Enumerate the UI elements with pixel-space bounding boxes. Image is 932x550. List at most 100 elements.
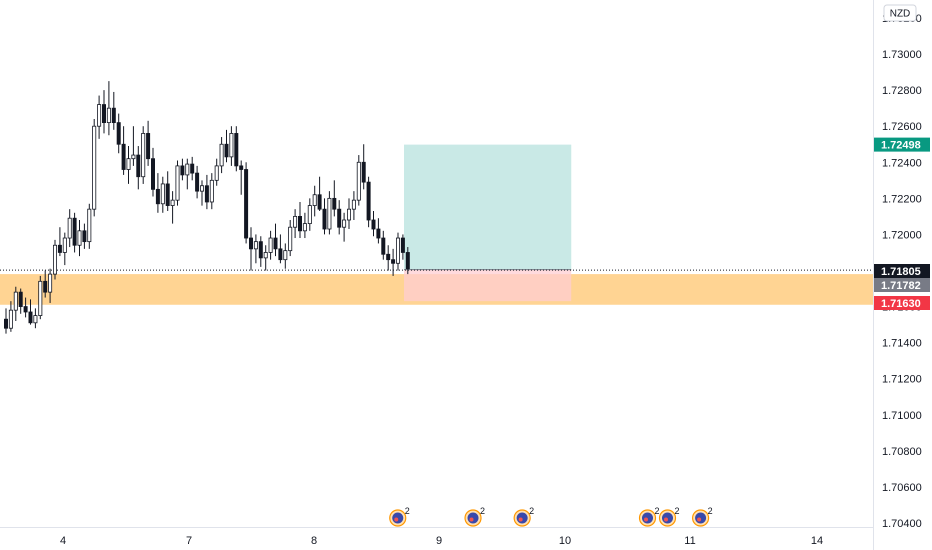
event-marker[interactable]: 2 xyxy=(658,506,680,527)
take-profit-zone[interactable] xyxy=(404,144,572,270)
currency-badge[interactable]: NZD xyxy=(883,4,917,22)
candle xyxy=(391,248,396,276)
price-tag-label: 1.71782 xyxy=(881,280,921,292)
candle-body xyxy=(131,154,136,160)
candle xyxy=(136,146,141,190)
event-marker[interactable]: 2 xyxy=(638,506,660,527)
candle-body xyxy=(317,194,322,210)
candle-body xyxy=(307,205,312,225)
event-marker[interactable]: 2 xyxy=(513,506,534,527)
candle xyxy=(293,209,298,239)
candle xyxy=(8,301,13,332)
candle-body xyxy=(67,217,72,239)
time-tick-label: 4 xyxy=(60,535,66,547)
event-flag-dot xyxy=(664,517,668,522)
price-tick-label: 1.72400 xyxy=(882,157,922,169)
candle xyxy=(351,191,356,220)
candle xyxy=(209,173,214,210)
candle-body xyxy=(195,172,200,192)
candle-body xyxy=(146,133,151,160)
candle-body xyxy=(312,194,317,206)
candle xyxy=(307,198,312,231)
candle xyxy=(288,220,293,257)
price-tick-label: 1.70400 xyxy=(882,518,922,530)
candle xyxy=(4,308,9,334)
candle-body xyxy=(288,226,293,252)
stop-loss-zone[interactable] xyxy=(404,269,572,302)
candle xyxy=(248,227,253,271)
candle xyxy=(97,95,102,139)
candle xyxy=(155,173,160,213)
candle-body xyxy=(224,143,229,158)
candle-body xyxy=(106,107,111,124)
candle xyxy=(332,180,337,217)
candle xyxy=(302,212,307,239)
candle-body xyxy=(386,253,391,261)
candle xyxy=(102,90,107,134)
event-count: 2 xyxy=(405,506,410,516)
event-marker[interactable]: 2 xyxy=(464,506,485,527)
time-tick-label: 11 xyxy=(684,535,695,547)
candle-body xyxy=(18,291,23,307)
candle-body xyxy=(33,315,38,324)
candle xyxy=(92,119,97,217)
event-marker[interactable]: 2 xyxy=(389,506,410,527)
time-tick-label: 8 xyxy=(311,535,317,547)
candle-body xyxy=(239,165,244,170)
candle-body xyxy=(180,165,185,176)
candle-body xyxy=(302,223,307,232)
candle xyxy=(116,113,121,154)
candle xyxy=(53,239,58,280)
candle-body xyxy=(346,208,351,221)
candle-body xyxy=(62,237,67,253)
candle xyxy=(111,91,116,130)
time-axis[interactable]: 4 7 8 9 10 11 14 xyxy=(60,535,823,547)
price-axis[interactable]: 1.70400 1.70600 1.70800 1.71000 1.71200 1.714… xyxy=(882,13,922,530)
candle-body xyxy=(229,133,234,158)
candle xyxy=(317,176,322,211)
candle xyxy=(165,171,170,211)
candle xyxy=(356,155,361,206)
candle-body xyxy=(204,185,209,203)
candle-body xyxy=(253,241,258,250)
candle xyxy=(234,126,239,172)
candle xyxy=(327,191,332,235)
candle xyxy=(239,160,244,195)
event-marker[interactable]: 2 xyxy=(691,506,713,527)
candle-body xyxy=(141,133,146,178)
candle xyxy=(175,160,180,206)
candle-body xyxy=(405,252,410,270)
candle-body xyxy=(111,107,116,124)
candle-body xyxy=(297,215,302,232)
candle-body xyxy=(219,143,224,167)
candle-body xyxy=(57,244,62,253)
candle-body xyxy=(190,163,195,174)
candle-body xyxy=(13,291,18,311)
candle xyxy=(146,120,151,166)
candle-body xyxy=(371,219,376,230)
price-tick-label: 1.70800 xyxy=(882,446,922,458)
event-count: 2 xyxy=(480,506,485,516)
price-tag-bg xyxy=(874,296,930,310)
candle xyxy=(366,176,371,228)
candle-body xyxy=(342,219,347,228)
currency-badge-label: NZD xyxy=(890,9,911,20)
candle xyxy=(361,144,366,190)
candle-body xyxy=(199,185,204,192)
candle-body xyxy=(327,197,332,230)
candle xyxy=(67,209,72,248)
candle-body xyxy=(337,208,342,228)
candle-body xyxy=(332,197,337,210)
candle-body xyxy=(87,208,92,243)
candle-layer xyxy=(4,81,410,334)
candle xyxy=(62,232,67,266)
candle xyxy=(18,288,23,314)
candle xyxy=(170,191,175,224)
candle xyxy=(33,308,38,329)
candle-body xyxy=(185,163,190,176)
price-tag-label: 1.71630 xyxy=(881,298,921,310)
candle-body xyxy=(248,237,253,250)
candle-body xyxy=(92,125,97,210)
price-tick-label: 1.70600 xyxy=(882,482,922,494)
